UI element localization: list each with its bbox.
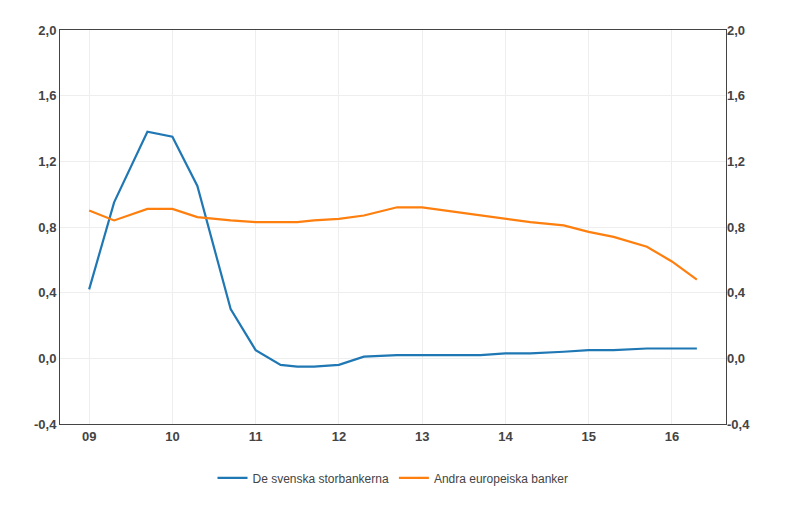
- svg-text:Andra europeiska banker: Andra europeiska banker: [434, 472, 568, 486]
- svg-text:-0,4: -0,4: [727, 417, 750, 432]
- svg-text:0,8: 0,8: [727, 220, 745, 235]
- svg-text:14: 14: [498, 429, 513, 444]
- svg-text:0,0: 0,0: [38, 351, 56, 366]
- svg-text:De svenska storbankerna: De svenska storbankerna: [253, 472, 389, 486]
- svg-text:16: 16: [665, 429, 679, 444]
- svg-text:13: 13: [415, 429, 429, 444]
- svg-text:1,2: 1,2: [727, 154, 745, 169]
- svg-text:2,0: 2,0: [727, 23, 745, 38]
- svg-text:10: 10: [165, 429, 179, 444]
- svg-text:0,4: 0,4: [38, 285, 57, 300]
- svg-text:2,0: 2,0: [38, 23, 56, 38]
- svg-text:1,6: 1,6: [38, 88, 56, 103]
- svg-text:0,8: 0,8: [38, 220, 56, 235]
- svg-text:1,6: 1,6: [727, 88, 745, 103]
- svg-text:11: 11: [249, 429, 263, 444]
- svg-text:12: 12: [332, 429, 346, 444]
- svg-text:0,4: 0,4: [727, 285, 746, 300]
- svg-text:1,2: 1,2: [38, 154, 56, 169]
- svg-text:-0,4: -0,4: [34, 417, 57, 432]
- svg-text:0,0: 0,0: [727, 351, 745, 366]
- svg-text:09: 09: [82, 429, 96, 444]
- svg-text:15: 15: [581, 429, 595, 444]
